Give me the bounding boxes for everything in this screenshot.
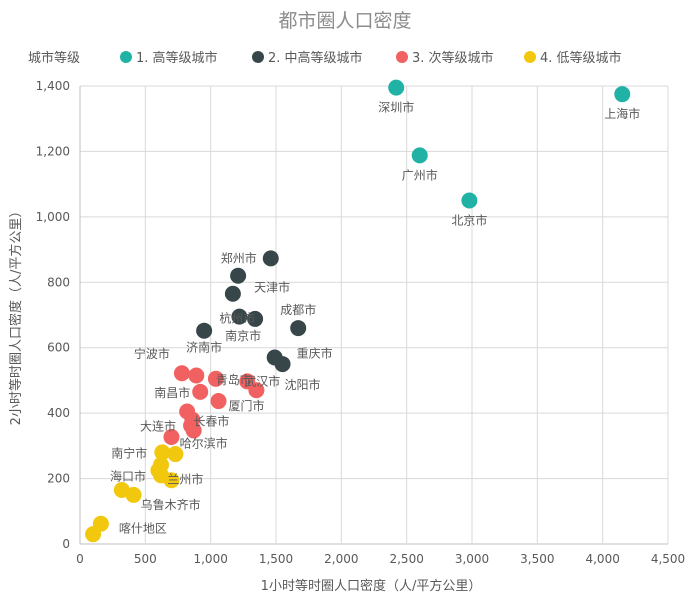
- x-tick-label: 1,500: [259, 552, 293, 566]
- data-point: [163, 472, 180, 489]
- legend-title: 城市等级: [28, 50, 80, 66]
- grid: [79, 85, 669, 545]
- y-axis-title: 2小时等时圈人口密度（人/平方公里）: [8, 205, 24, 426]
- data-point: [224, 285, 241, 302]
- data-point: [192, 383, 209, 400]
- legend-entry: 1. 高等级城市: [136, 50, 218, 66]
- x-tick-label: 2,500: [389, 552, 423, 566]
- point-label: 上海市: [604, 106, 640, 121]
- y-tick-label: 600: [47, 341, 70, 355]
- legend-marker: [120, 51, 132, 63]
- data-point: [230, 267, 247, 284]
- y-tick-label: 800: [47, 275, 70, 289]
- y-tick-label: 200: [47, 472, 70, 486]
- point-label: 长春市: [193, 414, 229, 429]
- point-label: 海口市: [110, 468, 146, 483]
- point-label: 杭州市: [219, 311, 255, 326]
- legend-entry: 3. 次等级城市: [412, 50, 494, 66]
- data-point: [411, 147, 428, 164]
- y-tick-label: 1,400: [36, 79, 70, 93]
- x-tick-label: 0: [76, 552, 84, 566]
- point-label: 大连市: [140, 419, 176, 434]
- data-point: [163, 429, 180, 446]
- legend-entry: 2. 中高等级城市: [268, 50, 363, 66]
- point-label: 兰州市: [167, 471, 203, 486]
- x-tick-label: 3,500: [520, 552, 554, 566]
- legend: 城市等级 1. 高等级城市 2. 中高等级城市 3. 次等级城市 4. 低等级城市: [28, 50, 622, 66]
- data-point: [388, 79, 405, 96]
- data-points: [85, 79, 631, 543]
- x-tick-label: 3,000: [455, 552, 489, 566]
- data-point: [173, 365, 190, 382]
- point-label: 青岛市: [216, 372, 252, 387]
- data-point: [185, 422, 202, 439]
- data-point: [125, 486, 142, 503]
- data-point: [154, 444, 171, 461]
- point-label: 乌鲁木齐市: [141, 497, 201, 512]
- y-tick-label: 400: [47, 406, 70, 420]
- legend-marker: [524, 51, 536, 63]
- legend-marker: [252, 51, 264, 63]
- data-point: [188, 367, 205, 384]
- point-label: 南京市: [225, 328, 261, 343]
- point-label: 深圳市: [378, 100, 414, 115]
- point-label: 厦门市: [228, 398, 264, 413]
- point-label: 北京市: [451, 213, 487, 228]
- y-axis-ticks: 0 200 400 600 800 1,000 1,200 1,400: [36, 79, 70, 551]
- data-point: [167, 446, 184, 463]
- data-point: [248, 382, 265, 399]
- data-point: [196, 322, 213, 339]
- y-tick-label: 1,200: [36, 144, 70, 158]
- x-tick-label: 500: [134, 552, 157, 566]
- point-label: 天津市: [254, 280, 290, 295]
- data-point: [262, 250, 279, 267]
- data-point: [247, 310, 264, 327]
- data-point: [274, 356, 291, 373]
- legend-entry: 4. 低等级城市: [540, 50, 622, 66]
- point-label: 武汉市: [244, 373, 280, 388]
- point-label: 喀什地区: [119, 522, 167, 536]
- data-point: [614, 86, 631, 103]
- x-tick-label: 1,000: [193, 552, 227, 566]
- y-tick-label: 1,000: [36, 210, 70, 224]
- x-tick-label: 4,500: [651, 552, 685, 566]
- point-label: 南昌市: [154, 385, 190, 400]
- point-label: 重庆市: [297, 346, 333, 361]
- data-point: [290, 320, 307, 337]
- y-tick-label: 0: [62, 537, 70, 551]
- data-point: [231, 308, 248, 325]
- x-axis-ticks: 0 500 1,000 1,500 2,000 2,500 3,000 3,500 4,000 4…: [76, 552, 685, 566]
- point-label: 广州市: [402, 167, 438, 182]
- point-label: 宁波市: [134, 346, 170, 361]
- data-point: [207, 370, 224, 387]
- legend-marker: [396, 51, 408, 63]
- point-label: 济南市: [186, 340, 222, 355]
- x-axis-title: 1小时等时圈人口密度（人/平方公里）: [261, 578, 482, 594]
- x-tick-label: 2,000: [324, 552, 358, 566]
- data-point: [210, 393, 227, 410]
- data-point: [461, 192, 478, 209]
- point-label: 南宁市: [111, 445, 147, 460]
- point-label: 沈阳市: [285, 377, 321, 392]
- point-label: 郑州市: [221, 250, 257, 265]
- point-label: 哈尔滨市: [180, 435, 228, 450]
- point-label: 成都市: [280, 302, 316, 317]
- chart-title: 都市圈人口密度: [278, 10, 411, 32]
- data-point: [85, 526, 102, 543]
- x-tick-label: 4,000: [585, 552, 619, 566]
